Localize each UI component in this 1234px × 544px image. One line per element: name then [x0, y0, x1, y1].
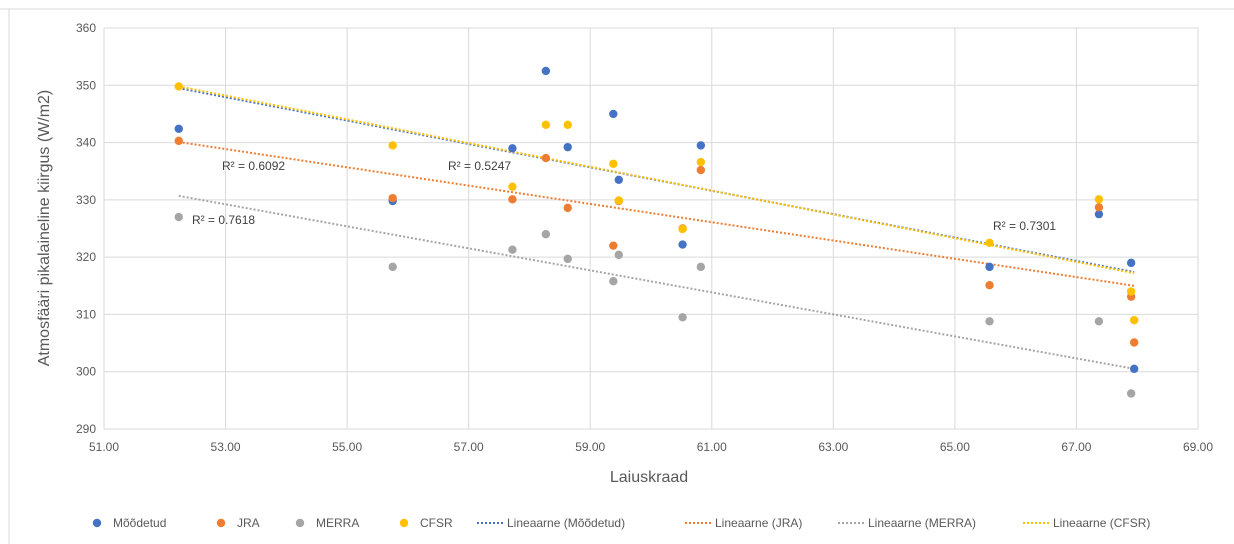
y-tick-label: 320: [76, 250, 96, 264]
r2-label-cfsr: R² = 0.5247: [448, 159, 511, 173]
point-merra: [985, 317, 994, 326]
r2-label-m-detud: R² = 0.7301: [993, 219, 1056, 233]
r2-labels: R² = 0.7301 R² = 0.6092 R² = 0.7618 R² = 0.…: [192, 159, 1056, 233]
point-m-detud: [696, 141, 706, 150]
y-tick-label: 300: [76, 365, 96, 379]
y-tick-labels: 290 300 310 320 330 340 350 360: [76, 21, 96, 436]
point-jra: [508, 195, 517, 204]
data-points: [174, 66, 1139, 398]
point-cfsr: [696, 157, 706, 167]
point-cfsr: [678, 224, 687, 234]
x-tick-label: 61.00: [697, 440, 727, 454]
point-cfsr: [174, 82, 183, 91]
point-jra: [563, 203, 572, 213]
point-merra: [563, 254, 572, 264]
x-tick-label: 63.00: [818, 440, 848, 454]
y-tick-label: 360: [76, 21, 96, 35]
point-merra: [174, 212, 183, 222]
point-jra: [541, 153, 551, 163]
x-tick-label: 65.00: [940, 440, 970, 454]
legend-marker-jra: [216, 518, 226, 528]
legend-trend-label-merra: Lineaarne (MERRA): [868, 516, 976, 530]
point-cfsr: [1129, 315, 1139, 325]
y-tick-label: 290: [76, 422, 96, 436]
point-cfsr: [563, 120, 572, 130]
point-cfsr: [508, 182, 517, 191]
point-cfsr: [1094, 195, 1104, 204]
point-jra: [609, 241, 618, 250]
point-jra: [1129, 338, 1139, 347]
x-tick-label: 67.00: [1061, 440, 1091, 454]
point-cfsr: [541, 120, 551, 130]
legend-marker-merra: [295, 518, 305, 528]
y-axis-title: Atmosfääri pikalaineline kiirgus (W/m2): [36, 90, 53, 367]
point-cfsr: [1126, 287, 1136, 296]
legend-trend-label-cfsr: Lineaarne (CFSR): [1053, 516, 1150, 530]
x-tick-label: 55.00: [332, 440, 362, 454]
x-tick-label: 53.00: [211, 440, 241, 454]
x-tick-label: 57.00: [454, 440, 484, 454]
x-tick-labels: 51.00 53.00 55.00 57.00 59.00 61.00 63.00 65.00…: [89, 440, 1213, 454]
point-cfsr: [388, 141, 397, 150]
point-jra: [696, 165, 706, 175]
point-m-detud: [678, 240, 687, 249]
point-merra: [614, 250, 623, 260]
x-axis-title: Laiuskraad: [610, 469, 688, 486]
legend-label-merra: MERRA: [316, 516, 359, 530]
r2-label-jra: R² = 0.6092: [222, 159, 285, 173]
legend-trend-label-jra: Lineaarne (JRA): [715, 516, 802, 530]
trendline-merra: [178, 194, 1135, 370]
point-m-detud: [614, 175, 623, 185]
point-m-detud: [508, 144, 517, 153]
y-tick-label: 310: [76, 307, 96, 321]
grid-layer: [103, 27, 1199, 430]
x-tick-label: 69.00: [1183, 440, 1213, 454]
point-m-detud: [985, 262, 994, 272]
y-tick-label: 330: [76, 193, 96, 207]
x-tick-label: 51.00: [89, 440, 119, 454]
point-merra: [388, 262, 397, 272]
legend-label-m-detud: Mõõdetud: [113, 516, 166, 530]
y-tick-label: 350: [76, 78, 96, 92]
point-cfsr: [614, 196, 623, 205]
point-cfsr: [985, 238, 994, 248]
point-m-detud: [541, 66, 551, 76]
point-m-detud: [563, 142, 572, 152]
point-m-detud: [1126, 258, 1136, 268]
legend-trend-label-m-detud: Lineaarne (Mõõdetud): [507, 516, 625, 530]
legend-label-jra: JRA: [237, 516, 260, 530]
point-jra: [174, 136, 183, 146]
point-merra: [508, 245, 517, 254]
legend-marker-cfsr: [399, 518, 409, 528]
point-jra: [1094, 203, 1104, 212]
point-cfsr: [609, 159, 618, 168]
legend-marker-m-detud: [92, 518, 102, 528]
x-tick-label: 59.00: [575, 440, 605, 454]
point-m-detud: [609, 109, 618, 119]
point-merra: [1126, 389, 1136, 398]
legend-label-cfsr: CFSR: [420, 516, 453, 530]
point-merra: [678, 313, 687, 322]
point-m-detud: [1129, 364, 1139, 374]
point-m-detud: [174, 124, 183, 134]
point-merra: [541, 230, 551, 239]
trendline-jra: [178, 141, 1135, 287]
point-m-detud: [1094, 209, 1104, 219]
point-jra: [388, 193, 397, 203]
point-merra: [609, 277, 618, 286]
y-tick-label: 340: [76, 136, 96, 150]
trendlines: [178, 85, 1135, 370]
point-merra: [1094, 317, 1104, 326]
legend: Mõõdetud JRA MERRA CFSR Lineaarne (Mõõdetud)…: [92, 516, 1150, 530]
r2-label-merra: R² = 0.7618: [192, 213, 255, 227]
point-merra: [696, 262, 706, 272]
point-jra: [985, 281, 994, 290]
